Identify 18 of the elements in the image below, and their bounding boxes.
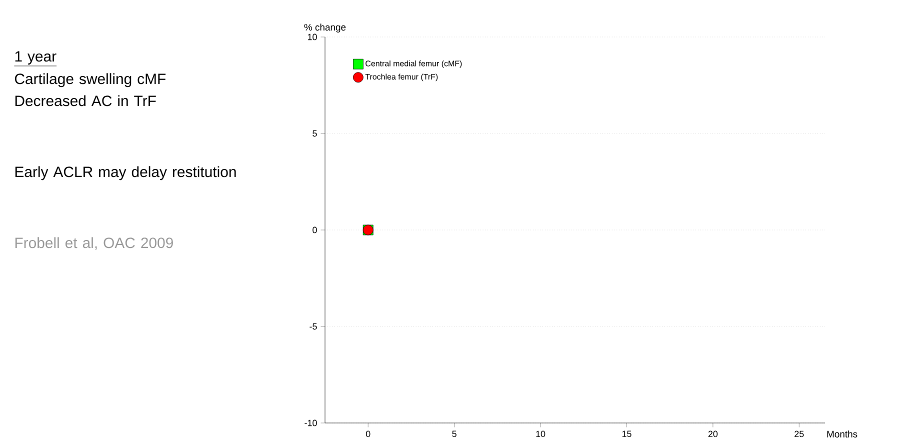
y-axis-title: % change bbox=[304, 24, 346, 32]
x-axis-title: Months bbox=[827, 430, 858, 438]
text: Frobell et al, OAC 2009 bbox=[15, 237, 173, 250]
text: Cartilage swelling cMF bbox=[14, 73, 166, 88]
x-tick-label: 10 bbox=[536, 430, 546, 438]
text: 1 year bbox=[15, 51, 56, 65]
text: Decreased AC in TrF bbox=[15, 95, 156, 106]
text: Early ACLR may delay restitution bbox=[15, 166, 236, 180]
x-tick-label: 25 bbox=[794, 430, 804, 438]
x-tick-label: 5 bbox=[452, 430, 456, 438]
y-tick-label: 0 bbox=[312, 226, 317, 234]
x-tick-label: 0 bbox=[366, 430, 370, 438]
y-tick-label: 10 bbox=[308, 34, 317, 40]
x-tick-label: 20 bbox=[708, 430, 718, 438]
y-tick-label: -5 bbox=[310, 323, 317, 330]
y-tick-label: 5 bbox=[312, 130, 317, 137]
y-tick-label: -10 bbox=[304, 420, 317, 426]
x-tick-label: 15 bbox=[622, 430, 632, 438]
